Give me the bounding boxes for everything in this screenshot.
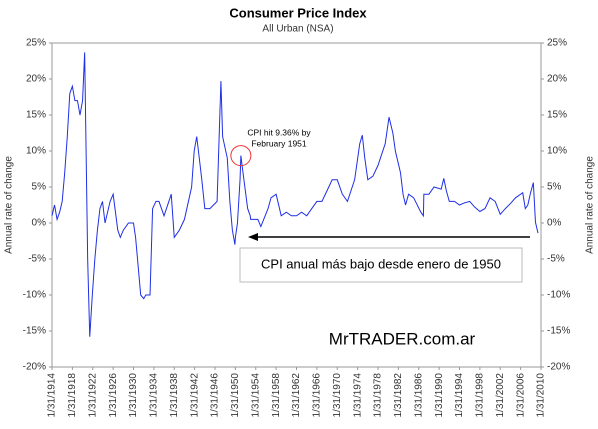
- y-tick-label: 0%: [32, 218, 47, 229]
- x-tick-label: 1/31/1974: [352, 373, 363, 418]
- annotation-text: CPI hit 9.36% by: [247, 127, 311, 137]
- x-tick-label: 1/31/1986: [413, 373, 424, 418]
- arrow-head: [248, 233, 258, 241]
- x-tick-label: 1/31/1978: [373, 373, 384, 418]
- y2-tick-label: 25%: [547, 38, 567, 49]
- x-tick-label: 1/31/1938: [169, 373, 180, 418]
- y-tick-label: 5%: [32, 182, 47, 193]
- x-tick-label: 1/31/1958: [271, 373, 282, 418]
- y-tick-label: -15%: [23, 326, 46, 337]
- y2-tick-label: 5%: [547, 182, 562, 193]
- y2-tick-label: 20%: [547, 74, 567, 85]
- watermark: MrTRADER.com.ar: [329, 329, 476, 348]
- y-tick-label: 20%: [26, 74, 46, 85]
- x-tick-label: 1/31/1998: [475, 373, 486, 418]
- y2-tick-label: 15%: [547, 110, 567, 121]
- x-tick-label: 1/31/1982: [393, 373, 404, 418]
- callout-text: CPI anual más bajo desde enero de 1950: [261, 256, 501, 271]
- y2-tick-label: -10%: [547, 290, 570, 301]
- y2-tick-label: 0%: [547, 218, 562, 229]
- highlight-circle: [230, 145, 252, 167]
- y-tick-label: -10%: [23, 290, 46, 301]
- x-tick-label: 1/31/1950: [230, 373, 241, 418]
- x-tick-label: 1/31/1962: [291, 373, 302, 418]
- y2-tick-label: 10%: [547, 146, 567, 157]
- x-tick-label: 1/31/2002: [495, 373, 506, 418]
- y-axis-label: Annual rate of change: [4, 156, 15, 254]
- callout-box: [239, 247, 523, 283]
- y-tick-label: -20%: [23, 362, 46, 373]
- chart-title: Consumer Price Index: [229, 5, 367, 20]
- y2-tick-label: -5%: [547, 254, 565, 265]
- x-tick-label: 1/31/1926: [108, 373, 119, 418]
- x-tick-label: 1/31/1918: [67, 373, 78, 418]
- x-tick-label: 1/31/1994: [454, 373, 465, 418]
- annotation-text: February 1951: [251, 138, 307, 148]
- y-tick-label: 25%: [26, 38, 46, 49]
- x-tick-label: 1/31/2006: [515, 373, 526, 418]
- x-tick-label: 1/31/1990: [434, 373, 445, 418]
- x-tick-label: 1/31/1954: [250, 373, 261, 418]
- x-tick-label: 1/31/1934: [149, 373, 160, 418]
- y2-tick-label: -15%: [547, 326, 570, 337]
- x-tick-label: 1/31/1942: [189, 373, 200, 418]
- x-tick-label: 1/31/1914: [47, 373, 58, 418]
- y-tick-label: -5%: [28, 254, 46, 265]
- chart-subtitle: All Urban (NSA): [262, 24, 333, 35]
- x-tick-label: 1/31/1970: [332, 373, 343, 418]
- x-tick-label: 1/31/1966: [312, 373, 323, 418]
- x-tick-label: 1/31/1930: [128, 373, 139, 418]
- x-tick-label: 1/31/1946: [210, 373, 221, 418]
- cpi-line: [51, 52, 539, 337]
- x-tick-label: 1/31/1922: [87, 373, 98, 418]
- y2-tick-label: -20%: [547, 362, 570, 373]
- x-tick-label: 1/31/2010: [536, 373, 547, 418]
- y2-axis-label: Annual rate of change: [585, 156, 596, 254]
- y-tick-label: 15%: [26, 110, 46, 121]
- y-tick-label: 10%: [26, 146, 46, 157]
